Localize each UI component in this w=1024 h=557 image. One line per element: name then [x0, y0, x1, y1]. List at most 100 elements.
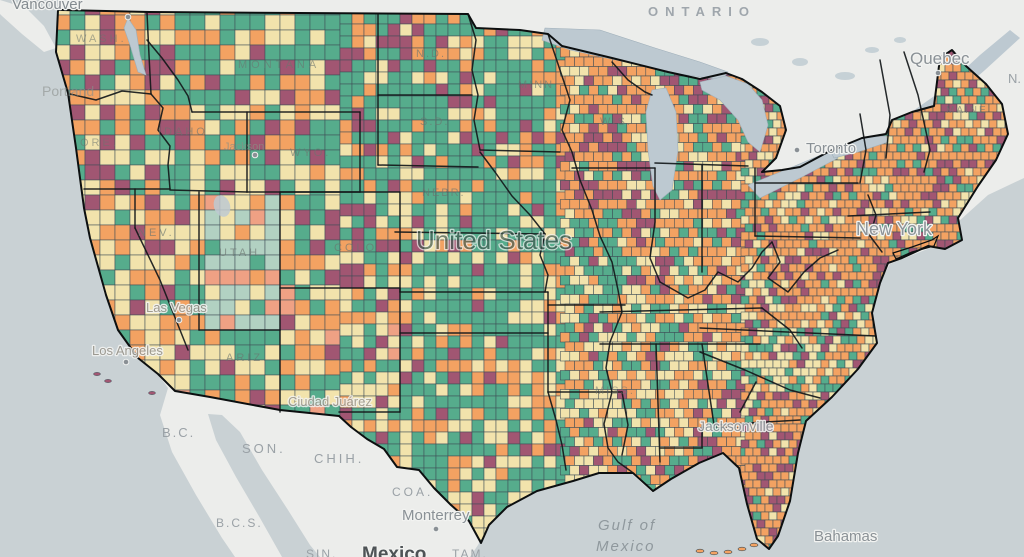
county[interactable]: [507, 275, 521, 289]
county[interactable]: [483, 479, 497, 493]
county[interactable]: [844, 295, 854, 305]
county[interactable]: [796, 215, 806, 225]
county[interactable]: [868, 183, 878, 193]
county[interactable]: [655, 256, 666, 267]
county[interactable]: [507, 479, 521, 493]
county[interactable]: [507, 299, 521, 313]
county[interactable]: [772, 407, 782, 417]
county[interactable]: [655, 465, 666, 476]
county[interactable]: [189, 74, 206, 91]
county[interactable]: [788, 359, 798, 369]
county[interactable]: [784, 335, 794, 345]
county[interactable]: [399, 287, 413, 301]
county[interactable]: [459, 323, 473, 337]
county[interactable]: [788, 375, 798, 385]
county[interactable]: [820, 295, 830, 305]
county[interactable]: [249, 89, 266, 106]
county[interactable]: [483, 431, 497, 445]
county[interactable]: [716, 246, 727, 257]
county[interactable]: [339, 143, 353, 157]
county[interactable]: [387, 215, 401, 229]
county[interactable]: [848, 159, 858, 169]
county[interactable]: [824, 239, 834, 249]
county[interactable]: [721, 294, 732, 305]
county[interactable]: [645, 237, 656, 248]
county[interactable]: [631, 151, 642, 162]
county[interactable]: [399, 215, 413, 229]
county[interactable]: [351, 23, 365, 37]
county[interactable]: [726, 265, 737, 276]
county[interactable]: [776, 431, 786, 441]
county[interactable]: [664, 408, 675, 419]
county[interactable]: [507, 167, 521, 181]
county[interactable]: [852, 199, 862, 209]
county[interactable]: [726, 246, 737, 257]
county[interactable]: [936, 207, 946, 217]
county[interactable]: [174, 359, 191, 376]
county[interactable]: [764, 487, 774, 497]
county[interactable]: [351, 287, 365, 301]
county[interactable]: [626, 370, 637, 381]
county[interactable]: [640, 265, 651, 276]
county[interactable]: [636, 66, 647, 77]
county[interactable]: [764, 471, 774, 481]
county[interactable]: [712, 389, 723, 400]
county[interactable]: [956, 119, 966, 129]
county[interactable]: [948, 167, 958, 177]
county[interactable]: [776, 223, 786, 233]
county[interactable]: [375, 383, 389, 397]
county[interactable]: [836, 295, 846, 305]
county[interactable]: [219, 44, 236, 61]
county[interactable]: [726, 398, 737, 409]
county[interactable]: [294, 329, 311, 346]
county[interactable]: [593, 189, 604, 200]
county[interactable]: [764, 295, 774, 305]
county[interactable]: [678, 189, 689, 200]
county[interactable]: [655, 218, 666, 229]
county[interactable]: [669, 246, 680, 257]
county[interactable]: [812, 215, 822, 225]
county[interactable]: [588, 370, 599, 381]
county[interactable]: [324, 299, 341, 316]
county[interactable]: [940, 183, 950, 193]
county[interactable]: [936, 79, 946, 89]
county[interactable]: [792, 303, 802, 313]
county[interactable]: [507, 59, 521, 73]
county[interactable]: [607, 161, 618, 172]
county[interactable]: [560, 408, 571, 419]
county[interactable]: [836, 375, 846, 385]
county[interactable]: [752, 159, 762, 169]
county[interactable]: [309, 14, 326, 31]
county[interactable]: [824, 383, 834, 393]
county[interactable]: [351, 227, 365, 241]
county[interactable]: [99, 239, 116, 256]
county[interactable]: [507, 467, 521, 481]
county[interactable]: [776, 335, 786, 345]
county[interactable]: [752, 495, 762, 505]
county[interactable]: [688, 379, 699, 390]
county[interactable]: [560, 294, 571, 305]
county[interactable]: [144, 194, 161, 211]
county[interactable]: [916, 135, 926, 145]
county[interactable]: [324, 359, 341, 376]
county[interactable]: [339, 263, 353, 277]
county[interactable]: [447, 35, 461, 49]
county[interactable]: [768, 207, 778, 217]
county[interactable]: [748, 343, 758, 353]
county[interactable]: [249, 164, 266, 181]
county[interactable]: [780, 391, 790, 401]
county[interactable]: [99, 104, 116, 121]
county[interactable]: [531, 371, 545, 385]
county[interactable]: [674, 427, 685, 438]
county[interactable]: [748, 279, 758, 289]
county[interactable]: [748, 247, 758, 257]
county[interactable]: [447, 275, 461, 289]
county[interactable]: [399, 455, 413, 469]
county[interactable]: [249, 224, 266, 241]
county[interactable]: [579, 332, 590, 343]
county[interactable]: [852, 279, 862, 289]
county[interactable]: [664, 313, 675, 324]
county[interactable]: [387, 83, 401, 97]
county[interactable]: [640, 208, 651, 219]
county[interactable]: [744, 463, 754, 473]
